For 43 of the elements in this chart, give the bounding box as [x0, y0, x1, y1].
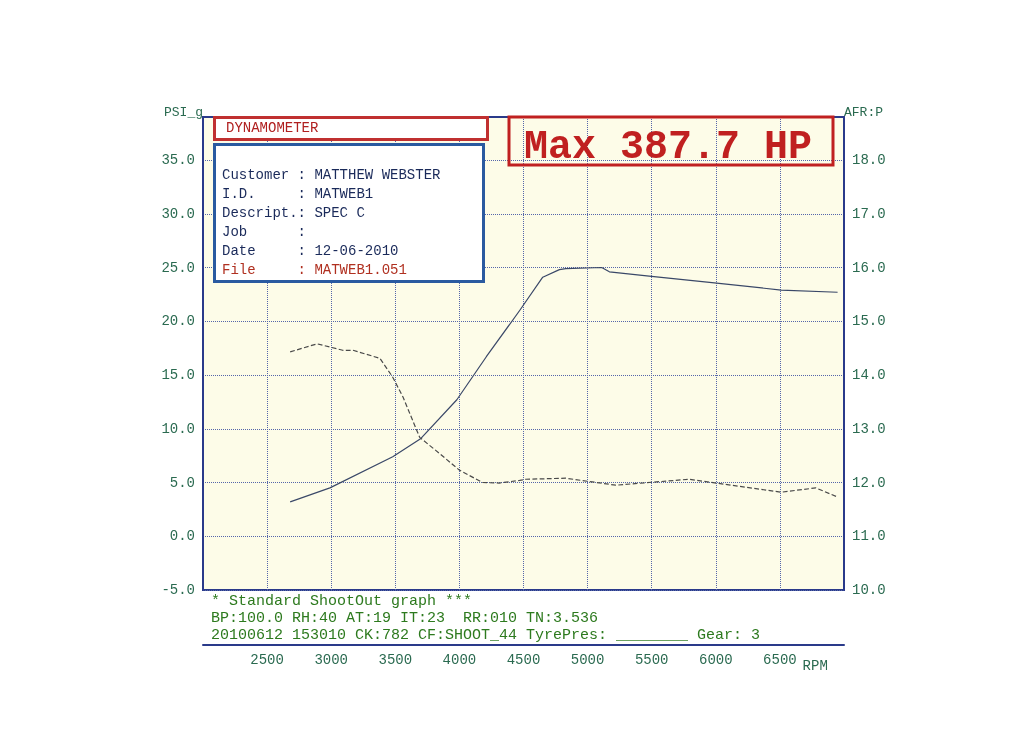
x-tick-label: 4000 — [442, 652, 477, 668]
y2-tick-label: 15.0 — [852, 313, 886, 330]
y-tick-label: 30.0 — [161, 205, 195, 222]
x-tick-label: 4500 — [506, 652, 541, 668]
x-tick-label: 5500 — [634, 652, 669, 668]
x-tick-label: 2500 — [250, 652, 284, 668]
text: BP:100.0 RH:40 AT:19 IT:23 RR:010 TN:3.536 — [211, 610, 599, 627]
y2-tick-label: 11.0 — [852, 528, 886, 545]
annotation: File : MATWEB1.051 — [222, 261, 408, 280]
annotation: Job : — [222, 223, 307, 242]
text: 20100612 153010 CK:782 CF:SHOOT_44 TyrePres: ________ Gear: 3 — [211, 627, 761, 644]
y2-tick-label: 16.0 — [852, 259, 886, 276]
x-axis-title: RPM — [802, 658, 828, 674]
x-tick-label: 6500 — [763, 652, 797, 668]
chart-title: Max 387.7 HP — [524, 124, 813, 170]
line-series — [289, 266, 839, 503]
y-axis-title: PSI_g — [163, 105, 203, 120]
y-tick-label: 35.0 — [161, 152, 195, 168]
text: * Standard ShootOut graph *** — [211, 593, 473, 610]
y-tick-label: 25.0 — [161, 259, 195, 276]
line-series — [289, 343, 839, 498]
annotation: Customer : MATTHEW WEBSTER — [222, 166, 442, 185]
y-tick-label: 0.0 — [169, 528, 195, 545]
header-box: DYNAMOMETER — [213, 116, 489, 141]
y-tick-label: -5.0 — [161, 582, 195, 598]
annotation: I.D. : MATWEB1 — [222, 185, 375, 204]
y2-tick-label: 12.0 — [852, 474, 886, 491]
y-tick-label: 20.0 — [161, 313, 195, 330]
y-tick-label: 10.0 — [161, 420, 195, 437]
y2-tick-label: 13.0 — [852, 420, 886, 437]
x-tick-label: 3000 — [314, 652, 348, 668]
annotation: Date : 12-06-2010 — [222, 242, 400, 261]
annotation: Descript.: SPEC C — [222, 204, 366, 223]
y2-tick-label: 14.0 — [852, 367, 886, 383]
y2-tick-label: 10.0 — [852, 582, 886, 598]
y-tick-label: 5.0 — [169, 474, 195, 491]
y2-axis-title: AFR:P — [844, 105, 884, 120]
y2-tick-label: 18.0 — [852, 152, 886, 168]
x-tick-label: 6000 — [699, 652, 733, 668]
x-tick-label: 5000 — [570, 652, 605, 668]
y2-tick-label: 17.0 — [852, 205, 886, 222]
y-tick-label: 15.0 — [161, 367, 195, 383]
x-tick-label: 3500 — [378, 652, 413, 668]
